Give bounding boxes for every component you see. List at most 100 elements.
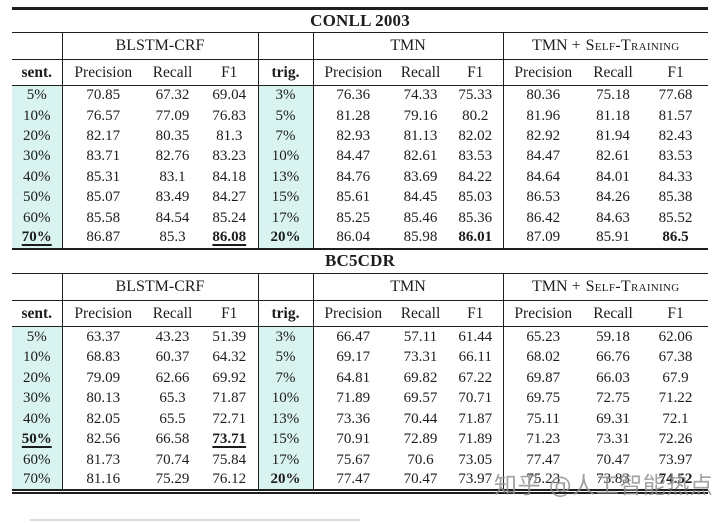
column-header-sent: sent.	[21, 63, 53, 81]
score-cell: 65.3	[159, 390, 186, 407]
score-cell: 84.45	[403, 189, 438, 206]
column-header-precision: Precision	[502, 59, 583, 86]
ratio-cell: 40%	[12, 167, 62, 188]
score-cell: 86.87	[61, 228, 144, 249]
ratio-cell: 5%	[257, 105, 313, 127]
column-header-f1: F1	[667, 304, 684, 322]
ratio-cell: 60%	[12, 450, 62, 471]
score-cell: 81.28	[312, 105, 393, 127]
score-cell: 70.44	[403, 410, 438, 427]
score-cell: 71.89	[458, 431, 493, 448]
score-cell: 82.56	[61, 429, 144, 451]
ratio-cell: 60%	[12, 207, 62, 229]
score-cell: 86.01	[458, 229, 493, 246]
column-header-precision: Precision	[312, 300, 393, 327]
column-header-row: sent. Precision Recall F1 trig. Precision Reca…	[12, 300, 709, 327]
ratio-cell: 10%	[12, 105, 62, 127]
ratio-cell: 5%	[12, 85, 62, 106]
score-cell: 69.75	[502, 388, 583, 409]
score-cell: 70.47	[596, 451, 630, 468]
score-cell: 66.11	[458, 349, 492, 366]
ratio-cell: 13%	[257, 167, 313, 188]
score-cell: 86.42	[502, 207, 583, 229]
score-cell: 72.71	[212, 410, 247, 427]
score-cell: 66.58	[155, 431, 190, 448]
score-cell: 72.1	[662, 410, 689, 427]
score-cell: 84.64	[502, 167, 583, 188]
score-cell: 43.23	[155, 328, 190, 345]
score-cell: 72.89	[403, 431, 438, 448]
score-cell: 85.38	[658, 189, 693, 206]
score-cell: 75.29	[155, 471, 190, 488]
ratio-cell: 10%	[12, 347, 62, 368]
column-header-recall: Recall	[400, 304, 441, 322]
score-cell: 84.47	[502, 146, 583, 168]
score-cell: 70.74	[155, 451, 190, 468]
group-label: BLSTM-CRF	[115, 278, 205, 296]
score-cell: 72.75	[596, 390, 630, 407]
score-cell: 81.73	[61, 450, 144, 471]
score-cell: 85.25	[312, 207, 393, 229]
score-cell: 85.98	[403, 229, 438, 246]
score-cell: 79.16	[403, 107, 438, 124]
ratio-cell: 20%	[12, 126, 62, 147]
score-cell: 85.36	[458, 209, 493, 226]
group-label: TMN +	[532, 278, 581, 296]
ratio-cell: 15%	[257, 187, 313, 208]
score-cell: 62.66	[155, 369, 190, 386]
score-cell: 67.22	[458, 369, 493, 386]
score-cell: 76.12	[212, 471, 247, 488]
ratio-cell: 70%	[12, 228, 62, 249]
score-cell: 70.47	[403, 471, 438, 488]
column-header-f1: F1	[221, 304, 238, 322]
score-cell: 82.02	[458, 127, 493, 144]
score-cell: 68.02	[502, 347, 583, 368]
score-cell: 73.71	[212, 431, 247, 448]
score-cell: 87.09	[502, 228, 583, 249]
score-cell: 69.87	[502, 367, 583, 389]
score-cell: 75.84	[212, 451, 247, 468]
score-cell: 65.23	[502, 326, 583, 348]
column-header-precision: Precision	[61, 59, 144, 86]
ratio-cell: 13%	[257, 409, 313, 430]
score-cell: 84.01	[596, 168, 630, 185]
score-cell: 84.33	[658, 168, 693, 185]
score-cell: 71.23	[502, 429, 583, 451]
score-cell: 80.36	[502, 85, 583, 106]
score-cell: 84.63	[596, 209, 630, 226]
score-cell: 86.53	[502, 187, 583, 208]
group-header-cell: BLSTM-CRF	[61, 32, 258, 60]
table-row: 20% 79.09 62.66 69.92 7% 64.81 69.82 67.22 69.87…	[12, 367, 708, 389]
group-spacer-cell	[257, 32, 313, 60]
score-cell: 81.3	[216, 127, 243, 144]
score-cell: 75.33	[458, 87, 493, 104]
score-cell: 84.22	[458, 168, 493, 185]
score-cell: 63.37	[61, 326, 144, 348]
ratio-cell: 3%	[257, 326, 313, 348]
score-cell: 83.69	[403, 168, 438, 185]
column-header-trig: trig.	[257, 59, 313, 86]
score-cell: 69.17	[312, 347, 393, 368]
score-cell: 75.11	[502, 409, 583, 430]
score-cell: 80.13	[61, 388, 144, 409]
score-cell: 76.57	[61, 105, 144, 127]
score-cell: 84.54	[155, 209, 190, 226]
score-cell: 85.58	[61, 207, 144, 229]
group-header-cell: TMN + Self-Training	[502, 273, 709, 301]
column-header-f1: F1	[467, 304, 484, 322]
group-label-smallcaps: Self-Training	[585, 278, 680, 296]
table-row: 40% 82.05 65.5 72.71 13% 73.36 70.44 71.87 75.11…	[12, 409, 708, 430]
score-cell: 73.97	[658, 451, 693, 468]
score-cell: 82.61	[403, 148, 438, 165]
ratio-cell: 10%	[257, 388, 313, 409]
score-cell: 69.82	[403, 369, 438, 386]
group-header-cell: TMN	[312, 273, 503, 301]
score-cell: 64.81	[312, 367, 393, 389]
score-cell: 69.04	[212, 87, 247, 104]
score-cell: 84.76	[312, 167, 393, 188]
score-cell: 77.47	[312, 470, 393, 492]
column-header-f1: F1	[667, 63, 684, 81]
score-cell: 81.94	[596, 127, 630, 144]
column-header-recall: Recall	[400, 63, 441, 81]
ratio-cell: 5%	[12, 326, 62, 348]
